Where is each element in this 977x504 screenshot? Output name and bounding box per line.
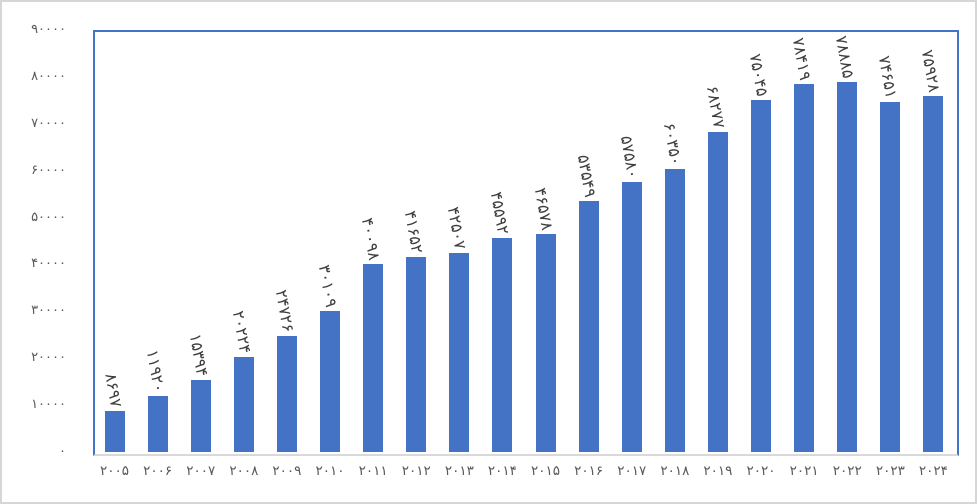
y-tick-label: ۴۰۰۰۰ — [31, 256, 66, 272]
bar-2009 — [276, 336, 297, 452]
y-tick-label: ۸۰۰۰۰ — [31, 68, 66, 84]
x-tick-label: ۲۰۱۸ — [660, 463, 690, 479]
x-tick-label: ۲۰۱۶ — [574, 463, 604, 479]
x-tick-label: ۲۰۱۹ — [703, 463, 733, 479]
bar-2014 — [492, 238, 513, 452]
bar-2022 — [837, 82, 858, 452]
y-tick-label: ۲۰۰۰۰ — [31, 350, 66, 366]
x-tick-label: ۲۰۲۲ — [832, 463, 862, 479]
plot-area — [93, 30, 959, 456]
bar-2024 — [923, 95, 944, 452]
x-tick-label: ۲۰۱۰ — [315, 463, 345, 479]
bar-2016 — [578, 200, 599, 452]
y-tick-label: ۱۰۰۰۰ — [31, 397, 66, 413]
bar-2005 — [104, 411, 125, 452]
bar-2012 — [406, 256, 427, 452]
bar-2015 — [535, 233, 556, 452]
bar-2023 — [880, 101, 901, 452]
x-tick-label: ۲۰۱۳ — [444, 463, 474, 479]
bar-2010 — [320, 310, 341, 452]
y-tick-label: ۶۰۰۰۰ — [31, 162, 66, 178]
x-tick-label: ۲۰۰۹ — [272, 463, 302, 479]
bar-2006 — [147, 396, 168, 452]
x-tick-label: ۲۰۲۳ — [875, 463, 905, 479]
y-tick-label: ۳۰۰۰۰ — [31, 303, 66, 319]
x-tick-label: ۲۰۲۰ — [746, 463, 776, 479]
bar-2021 — [794, 84, 815, 452]
bar-value-label: ۸۶۹۷ — [100, 371, 126, 409]
x-tick-label: ۲۰۱۴ — [487, 463, 517, 479]
y-tick-label: ۵۰۰۰۰ — [31, 209, 66, 225]
x-tick-label: ۲۰۰۷ — [186, 463, 216, 479]
y-tick-label: ۰ — [59, 444, 66, 459]
bar-2019 — [707, 131, 728, 452]
x-tick-label: ۲۰۰۶ — [143, 463, 173, 479]
bar-2008 — [233, 357, 254, 452]
bar-2017 — [621, 182, 642, 452]
bar-2007 — [190, 379, 211, 452]
bar-2011 — [363, 263, 384, 452]
bar-2018 — [664, 169, 685, 452]
x-tick-label: ۲۰۰۸ — [229, 463, 259, 479]
x-tick-label: ۲۰۲۱ — [789, 463, 819, 479]
bar-2020 — [751, 100, 772, 452]
bar-value-label: ۷۸۴۱۹ — [788, 36, 816, 83]
y-tick-label: ۷۰۰۰۰ — [31, 115, 66, 131]
y-tick-label: ۹۰۰۰۰ — [31, 22, 66, 37]
x-tick-label: ۲۰۱۲ — [401, 463, 431, 479]
x-tick-label: ۲۰۰۵ — [100, 463, 130, 479]
x-tick-label: ۲۰۱۱ — [358, 463, 388, 479]
bar-2013 — [449, 252, 470, 452]
x-tick-label: ۲۰۲۴ — [918, 463, 948, 479]
x-tick-label: ۲۰۱۵ — [531, 463, 561, 479]
x-tick-label: ۲۰۱۷ — [617, 463, 647, 479]
bar-value-label: ۳۰۱۰۹ — [314, 262, 342, 309]
